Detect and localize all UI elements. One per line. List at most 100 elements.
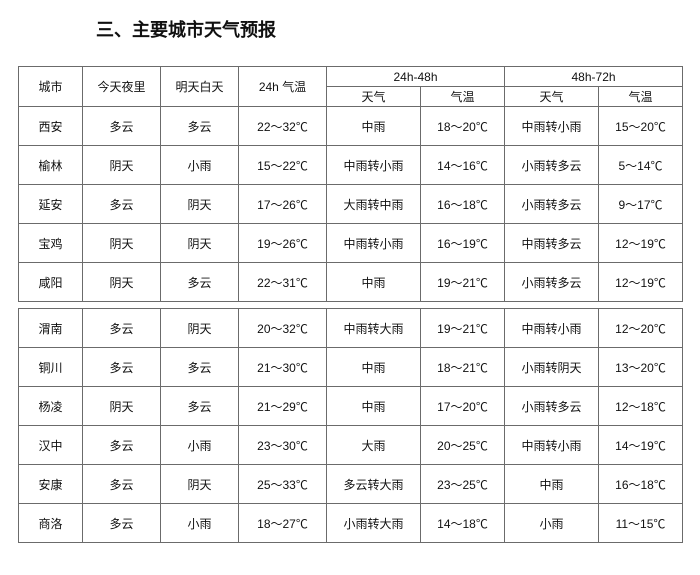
cell-temp1: 18～21℃	[421, 348, 505, 387]
cell-temp2: 12～19℃	[599, 263, 683, 302]
tables-container: 城市今天夜里明天白天24h 气温24h-48h48h-72h天气气温天气气温西安…	[18, 66, 682, 543]
cell-tomorrow: 小雨	[161, 146, 239, 185]
weather-forecast-document: 三、主要城市天气预报 城市今天夜里明天白天24h 气温24h-48h48h-72…	[0, 0, 700, 569]
table-body: 西安多云多云22～32℃中雨18～20℃中雨转小雨15～20℃榆林阴天小雨15～…	[19, 107, 683, 302]
cell-city: 延安	[19, 185, 83, 224]
cell-weather2: 中雨转小雨	[505, 309, 599, 348]
cell-weather1: 大雨	[327, 426, 421, 465]
table-row: 铜川多云多云21～30℃中雨18～21℃小雨转阴天13～20℃	[19, 348, 683, 387]
cell-tomorrow: 小雨	[161, 504, 239, 543]
cell-temp24: 21～29℃	[239, 387, 327, 426]
cell-tonight: 阴天	[83, 263, 161, 302]
cell-weather2: 中雨转多云	[505, 224, 599, 263]
col-temp24: 24h 气温	[239, 67, 327, 107]
cell-temp24: 19～26℃	[239, 224, 327, 263]
cell-city: 西安	[19, 107, 83, 146]
cell-tonight: 多云	[83, 504, 161, 543]
cell-temp2: 12～20℃	[599, 309, 683, 348]
cell-weather1: 小雨转大雨	[327, 504, 421, 543]
col-group-24-48: 24h-48h	[327, 67, 505, 87]
cell-city: 杨凌	[19, 387, 83, 426]
cell-tonight: 多云	[83, 309, 161, 348]
cell-tonight: 阴天	[83, 387, 161, 426]
cell-temp1: 23～25℃	[421, 465, 505, 504]
cell-temp2: 15～20℃	[599, 107, 683, 146]
cell-temp1: 19～21℃	[421, 309, 505, 348]
cell-temp2: 12～19℃	[599, 224, 683, 263]
cell-temp1: 20～25℃	[421, 426, 505, 465]
table-row: 延安多云阴天17～26℃大雨转中雨16～18℃小雨转多云9～17℃	[19, 185, 683, 224]
cell-weather1: 中雨转大雨	[327, 309, 421, 348]
cell-temp24: 18～27℃	[239, 504, 327, 543]
cell-tomorrow: 小雨	[161, 426, 239, 465]
cell-city: 渭南	[19, 309, 83, 348]
cell-temp1: 19～21℃	[421, 263, 505, 302]
table-row: 汉中多云小雨23～30℃大雨20～25℃中雨转小雨14～19℃	[19, 426, 683, 465]
cell-temp2: 14～19℃	[599, 426, 683, 465]
cell-temp1: 16～18℃	[421, 185, 505, 224]
cell-weather2: 小雨转多云	[505, 185, 599, 224]
cell-temp24: 25～33℃	[239, 465, 327, 504]
cell-weather1: 中雨	[327, 348, 421, 387]
cell-weather2: 小雨转多云	[505, 263, 599, 302]
cell-tonight: 多云	[83, 185, 161, 224]
cell-weather2: 小雨转多云	[505, 387, 599, 426]
cell-tomorrow: 阴天	[161, 465, 239, 504]
section-title: 三、主要城市天气预报	[96, 16, 682, 42]
col-tomorrow: 明天白天	[161, 67, 239, 107]
cell-tonight: 多云	[83, 465, 161, 504]
table-row: 榆林阴天小雨15～22℃中雨转小雨14～16℃小雨转多云5～14℃	[19, 146, 683, 185]
cell-city: 商洛	[19, 504, 83, 543]
cell-tomorrow: 多云	[161, 263, 239, 302]
col-group-48-72: 48h-72h	[505, 67, 683, 87]
table-body: 渭南多云阴天20～32℃中雨转大雨19～21℃中雨转小雨12～20℃铜川多云多云…	[19, 309, 683, 543]
cell-temp24: 22～31℃	[239, 263, 327, 302]
cell-city: 咸阳	[19, 263, 83, 302]
table-row: 宝鸡阴天阴天19～26℃中雨转小雨16～19℃中雨转多云12～19℃	[19, 224, 683, 263]
cell-weather1: 中雨	[327, 387, 421, 426]
cell-tomorrow: 阴天	[161, 224, 239, 263]
cell-weather1: 多云转大雨	[327, 465, 421, 504]
table-row: 安康多云阴天25～33℃多云转大雨23～25℃中雨16～18℃	[19, 465, 683, 504]
cell-temp24: 22～32℃	[239, 107, 327, 146]
cell-temp2: 16～18℃	[599, 465, 683, 504]
table-row: 西安多云多云22～32℃中雨18～20℃中雨转小雨15～20℃	[19, 107, 683, 146]
cell-temp1: 14～16℃	[421, 146, 505, 185]
cell-temp2: 12～18℃	[599, 387, 683, 426]
table-row: 渭南多云阴天20～32℃中雨转大雨19～21℃中雨转小雨12～20℃	[19, 309, 683, 348]
cell-city: 铜川	[19, 348, 83, 387]
cell-tonight: 阴天	[83, 224, 161, 263]
cell-weather1: 中雨转小雨	[327, 146, 421, 185]
col-weather-1: 天气	[327, 87, 421, 107]
cell-city: 宝鸡	[19, 224, 83, 263]
cell-weather1: 中雨转小雨	[327, 224, 421, 263]
table-row: 咸阳阴天多云22～31℃中雨19～21℃小雨转多云12～19℃	[19, 263, 683, 302]
cell-tonight: 阴天	[83, 146, 161, 185]
cell-weather2: 中雨	[505, 465, 599, 504]
col-temp-1: 气温	[421, 87, 505, 107]
cell-weather1: 大雨转中雨	[327, 185, 421, 224]
cell-temp1: 18～20℃	[421, 107, 505, 146]
cell-tomorrow: 多云	[161, 107, 239, 146]
table-row: 杨凌阴天多云21～29℃中雨17～20℃小雨转多云12～18℃	[19, 387, 683, 426]
cell-weather2: 小雨转多云	[505, 146, 599, 185]
cell-weather2: 小雨转阴天	[505, 348, 599, 387]
cell-tomorrow: 多云	[161, 387, 239, 426]
cell-temp24: 20～32℃	[239, 309, 327, 348]
cell-tomorrow: 阴天	[161, 309, 239, 348]
cell-weather1: 中雨	[327, 263, 421, 302]
cell-temp1: 14～18℃	[421, 504, 505, 543]
cell-temp2: 9～17℃	[599, 185, 683, 224]
cell-temp2: 5～14℃	[599, 146, 683, 185]
col-weather-2: 天气	[505, 87, 599, 107]
table-header: 城市今天夜里明天白天24h 气温24h-48h48h-72h天气气温天气气温	[19, 67, 683, 107]
forecast-table: 渭南多云阴天20～32℃中雨转大雨19～21℃中雨转小雨12～20℃铜川多云多云…	[18, 308, 683, 543]
cell-city: 安康	[19, 465, 83, 504]
cell-tonight: 多云	[83, 348, 161, 387]
cell-city: 汉中	[19, 426, 83, 465]
cell-temp24: 21～30℃	[239, 348, 327, 387]
forecast-table: 城市今天夜里明天白天24h 气温24h-48h48h-72h天气气温天气气温西安…	[18, 66, 683, 302]
cell-temp1: 16～19℃	[421, 224, 505, 263]
cell-tonight: 多云	[83, 426, 161, 465]
cell-temp1: 17～20℃	[421, 387, 505, 426]
